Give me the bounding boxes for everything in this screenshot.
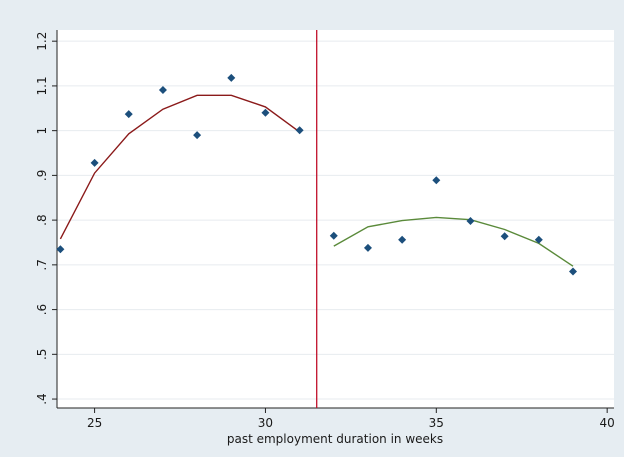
fit-lines [59,94,574,267]
y-tick-label: .8 [35,214,49,225]
y-tick-label: 1.1 [35,76,49,95]
y-tick-label: 1.2 [35,32,49,51]
x-axis: 25 30 35 40 [57,407,615,430]
data-point [363,243,372,252]
data-point [295,126,304,135]
data-point [500,232,509,241]
data-point [124,110,133,119]
data-point [568,267,577,276]
data-point [432,176,441,185]
plot-area-background [57,30,614,408]
x-tick-label: 25 [87,416,102,430]
y-tick-label: .5 [35,349,49,360]
data-point [158,85,167,94]
y-axis: .4 .5 .6 .7 .8 .9 1 1.1 1.2 [35,30,58,408]
data-point [534,235,543,244]
y-tick-label: .4 [35,393,49,404]
x-tick-label: 35 [429,416,444,430]
data-points [56,73,577,276]
data-point [227,73,236,82]
x-axis-title: past employment duration in weeks [227,432,443,446]
y-tick-label: .6 [35,304,49,315]
y-tick-label: .7 [35,259,49,270]
y-tick-label: .9 [35,170,49,181]
data-point [398,235,407,244]
data-point [193,131,202,140]
x-tick-label: 40 [600,416,615,430]
grid-lines [57,40,614,400]
data-point [90,158,99,167]
fit-line-left [59,94,301,240]
data-point [56,245,65,254]
data-point [466,217,475,226]
fit-line-right [333,216,574,267]
x-tick-label: 30 [258,416,273,430]
data-point [261,108,270,117]
data-point [329,231,338,240]
y-tick-label: 1 [35,127,49,135]
